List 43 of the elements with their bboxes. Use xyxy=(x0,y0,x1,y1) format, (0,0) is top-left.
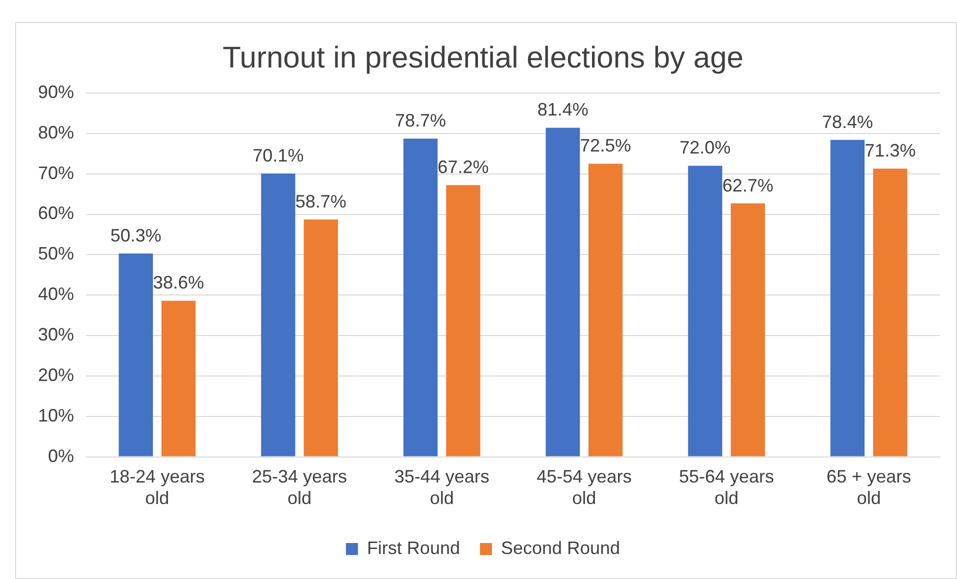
bar xyxy=(688,166,722,456)
y-tick-label: 90% xyxy=(38,82,74,102)
y-tick-label: 40% xyxy=(38,284,74,304)
data-label: 58.7% xyxy=(295,191,346,212)
bar xyxy=(403,138,438,456)
data-label: 72.5% xyxy=(580,136,632,156)
x-tick-label: 18-24 years old xyxy=(110,466,205,508)
bar xyxy=(161,300,196,456)
data-label: 71.3% xyxy=(864,140,916,161)
data-label: 70.1% xyxy=(252,145,304,166)
x-tick-label: 45-54 years old xyxy=(536,466,632,508)
bar xyxy=(546,128,580,456)
bar xyxy=(304,220,338,456)
y-tick-label: 20% xyxy=(38,364,74,385)
bar xyxy=(261,173,296,456)
legend-label: Second Round xyxy=(500,538,620,558)
data-label: 50.3% xyxy=(110,225,162,246)
bar xyxy=(588,164,623,456)
data-label: 72.0% xyxy=(680,138,731,158)
y-tick-label: 60% xyxy=(38,203,74,224)
data-label: 81.4% xyxy=(537,100,588,120)
y-tick-label: 10% xyxy=(38,405,74,426)
data-label: 78.7% xyxy=(394,110,446,131)
y-tick-label: 80% xyxy=(38,122,74,142)
data-label: 67.2% xyxy=(438,157,489,178)
bar xyxy=(118,253,153,456)
y-tick-label: 0% xyxy=(48,446,74,466)
y-tick-label: 70% xyxy=(38,162,74,183)
x-tick-label: 65 + years old xyxy=(826,466,912,508)
x-tick-label: 25-34 years old xyxy=(252,466,348,508)
x-tick-label: 55-64 years old xyxy=(678,466,774,508)
chart-title: Turnout in presidential elections by age xyxy=(222,41,744,74)
bar xyxy=(830,140,865,456)
data-label: 38.6% xyxy=(153,272,204,293)
x-tick-label: 35-44 years old xyxy=(394,466,490,508)
legend-label: First Round xyxy=(366,538,460,558)
y-tick-label: 50% xyxy=(38,244,74,264)
data-label: 78.4% xyxy=(822,112,874,132)
bar xyxy=(873,168,908,456)
data-label: 62.7% xyxy=(722,175,774,196)
bar xyxy=(446,185,480,456)
bar xyxy=(730,203,765,456)
y-tick-label: 30% xyxy=(38,324,74,344)
